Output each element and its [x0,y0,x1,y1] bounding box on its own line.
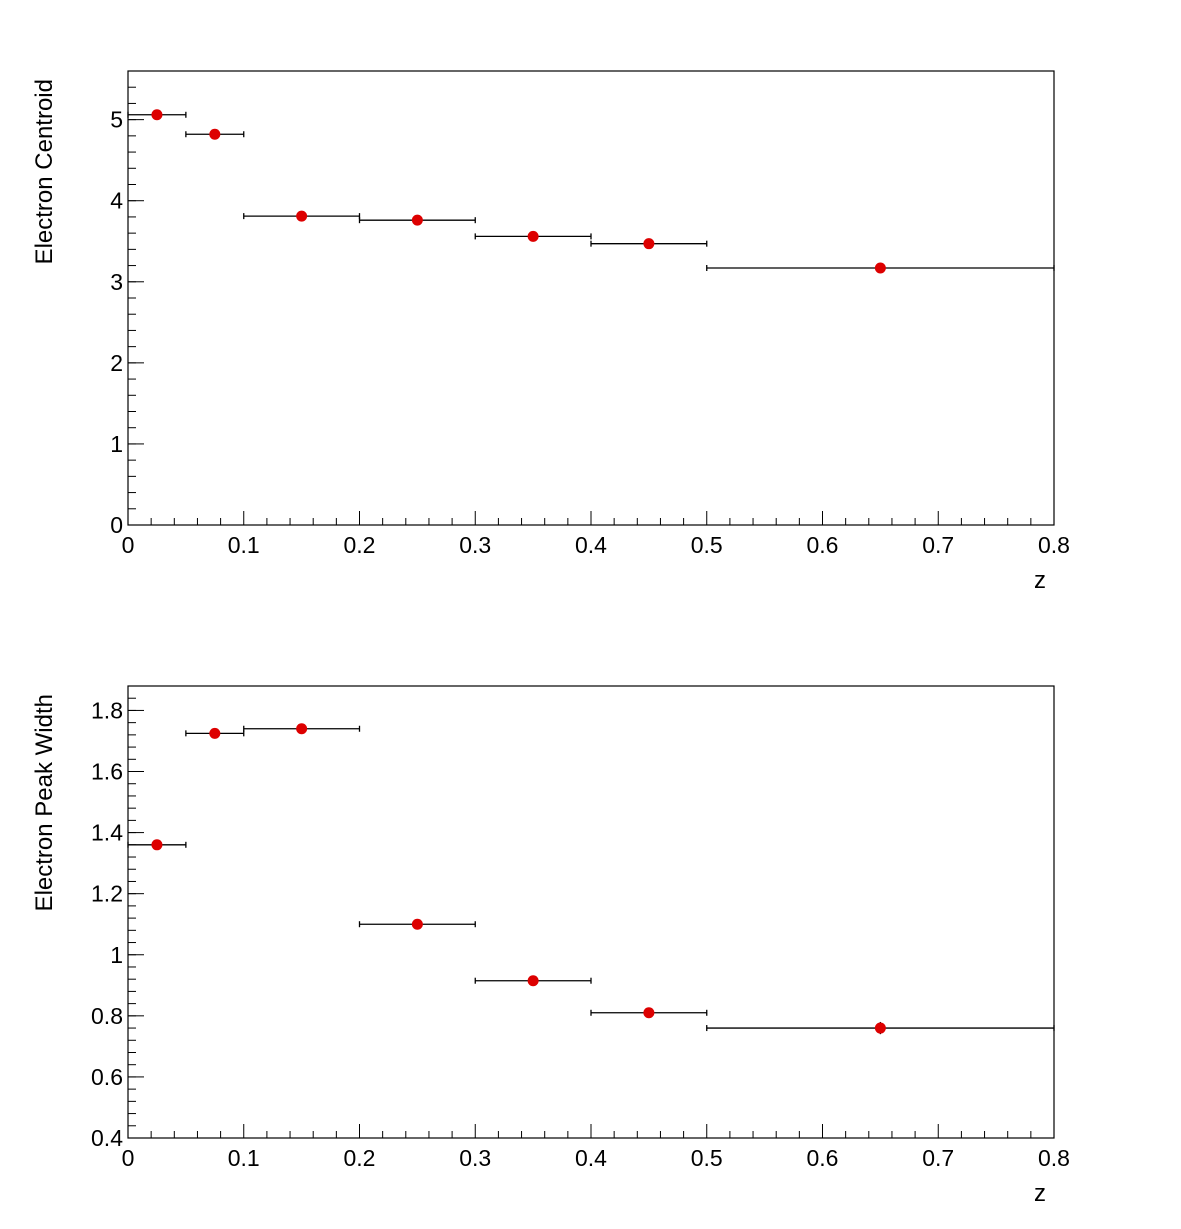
data-point [527,975,539,987]
data-point [209,128,221,140]
panel-peak-width: 0 0.1 0.2 0.3 0.4 0.5 0.6 0.7 0.8 0.4 0.6 0.8 1 1.2 1.… [31,685,1070,1207]
plot-frame [127,685,1055,1139]
x-tick-label: 0.3 [459,532,491,558]
y-tick-label: 2 [110,350,123,376]
x-tick-label: 0 [122,1145,135,1171]
data-point [874,1022,886,1034]
y-tick-label: 5 [110,107,123,133]
x-tick-label: 0.4 [575,1145,607,1171]
x-tick-label: 0 [122,532,135,558]
y-tick-label: 1.2 [91,881,123,907]
x-tick-label: 0.2 [344,532,376,558]
y-tick-label: 4 [110,188,123,214]
data-point [643,238,655,250]
x-tick-label: 0.7 [922,532,954,558]
x-tick-label: 0.8 [1038,1145,1070,1171]
x-tick-label: 0.1 [228,532,260,558]
y-tick-label: 0.4 [91,1125,123,1151]
x-tick-label: 0.6 [807,1145,839,1171]
y-tick-label: 0.8 [91,1003,123,1029]
y-tick-label: 3 [110,269,123,295]
data-point [296,723,308,735]
x-tick-label: 0.5 [691,532,723,558]
x-tick-label: 0.8 [1038,532,1070,558]
x-tick-label: 0.7 [922,1145,954,1171]
data-point [874,262,886,274]
x-tick-label: 0.2 [344,1145,376,1171]
data-point [151,839,163,851]
y-tick-label: 0.6 [91,1064,123,1090]
panel-centroid: 0 0.1 0.2 0.3 0.4 0.5 0.6 0.7 0.8 0 1 2 3 4 5 z Electron… [31,70,1070,594]
x-axis-title: z [1034,1180,1046,1207]
y-tick-label: 1.8 [91,697,123,723]
x-tick-label: 0.1 [228,1145,260,1171]
data-point [411,918,423,930]
x-tick-label: 0.4 [575,532,607,558]
y-axis-title: Electron Centroid [31,79,58,264]
y-tick-label: 0 [110,512,123,538]
x-tick-label: 0.3 [459,1145,491,1171]
data-point [296,210,308,222]
x-tick-label: 0.5 [691,1145,723,1171]
data-point [527,230,539,242]
y-tick-label: 1.6 [91,759,123,785]
data-point [209,727,221,739]
plot-frame [127,70,1055,526]
x-axis-title: z [1034,567,1046,594]
y-tick-label: 1 [110,431,123,457]
data-point [411,214,423,226]
y-tick-label: 1.4 [91,820,123,846]
y-axis-title: Electron Peak Width [31,694,58,911]
data-point [151,109,163,121]
data-point [643,1007,655,1019]
y-tick-label: 1 [110,942,123,968]
x-tick-label: 0.6 [807,532,839,558]
